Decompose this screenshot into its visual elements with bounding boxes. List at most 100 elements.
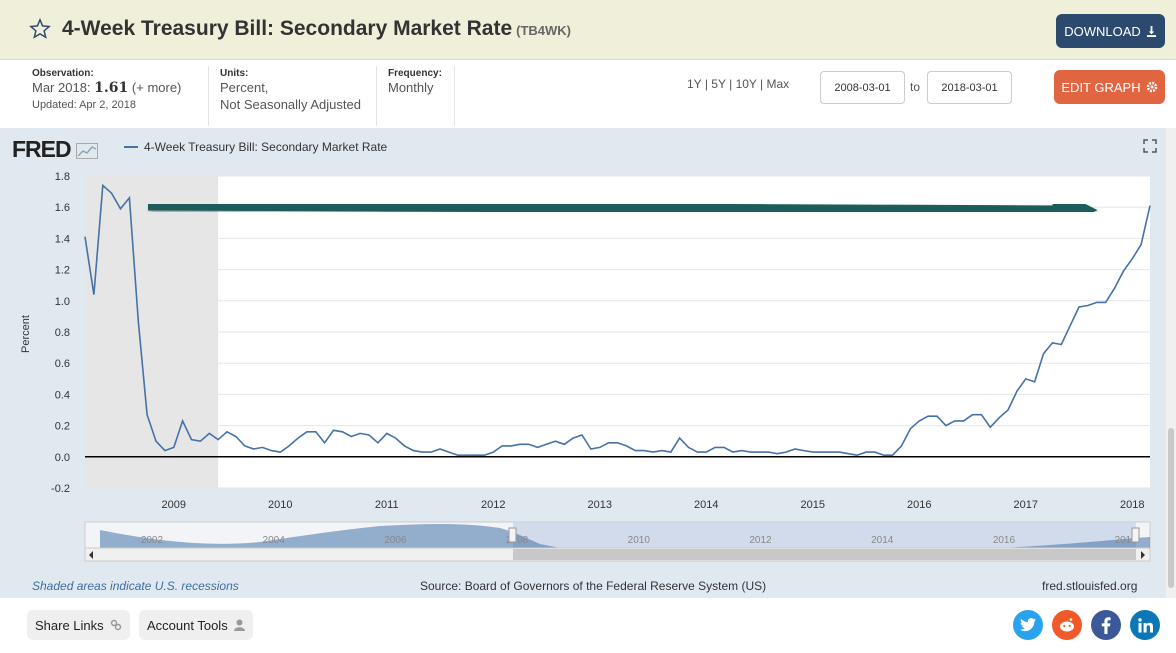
frequency-value: Monthly (388, 80, 434, 95)
gear-icon (1146, 81, 1157, 93)
linkedin-icon[interactable] (1130, 610, 1160, 640)
x-tick-label: 2016 (907, 499, 931, 511)
observation-more-link[interactable]: (+ more) (131, 80, 182, 95)
to-label: to (910, 80, 921, 94)
twitter-icon[interactable] (1013, 610, 1043, 640)
y-tick-label: 0.8 (55, 327, 70, 339)
edit-graph-button[interactable]: EDIT GRAPH (1054, 70, 1165, 104)
series-title: 4-Week Treasury Bill: Secondary Market R… (62, 17, 513, 40)
user-icon (233, 619, 245, 631)
observation-block: Observation: Mar 2018: 1.61 (+ more) Upd… (32, 68, 181, 111)
share-links-label: Share Links (35, 617, 104, 633)
units-line1: Percent, (220, 80, 269, 95)
page-header: 4-Week Treasury Bill: Secondary Market R… (0, 0, 1176, 60)
edit-graph-label: EDIT GRAPH (1061, 79, 1141, 95)
chart-logo-icon (76, 142, 99, 159)
range-1y[interactable]: 1Y (687, 77, 702, 91)
navigator-label: 2016 (993, 535, 1016, 546)
navigator-scrollbar-thumb[interactable] (513, 549, 1136, 560)
page-scrollbar-thumb[interactable] (1168, 428, 1174, 588)
navigator-area (100, 524, 1150, 548)
divider (376, 66, 377, 126)
download-icon (1146, 25, 1156, 37)
navigator-label: 2010 (628, 535, 651, 546)
y-tick-label: 0.2 (55, 421, 70, 433)
scroll-left-icon[interactable] (89, 551, 93, 559)
navigator-label: 2006 (384, 535, 407, 546)
source-note: Source: Board of Governors of the Federa… (420, 579, 767, 593)
y-tick-label: 1.0 (55, 296, 70, 308)
x-tick-label: 2014 (694, 499, 718, 511)
legend-label: 4-Week Treasury Bill: Secondary Market R… (144, 140, 388, 154)
range-5y[interactable]: 5Y (711, 77, 726, 91)
annotation-arrow (147, 187, 1098, 233)
chart-legend: 4-Week Treasury Bill: Secondary Market R… (124, 140, 387, 154)
navigator-selection[interactable] (513, 522, 1136, 548)
x-tick-label: 2015 (801, 499, 825, 511)
navigator-label: 2014 (871, 535, 894, 546)
legend-swatch (124, 146, 138, 148)
updated-date: Updated: Apr 2, 2018 (32, 99, 136, 111)
y-tick-label: 0.6 (55, 358, 70, 370)
range-separator: | (729, 77, 733, 91)
site-link[interactable]: fred.stlouisfed.org (1042, 579, 1138, 593)
scroll-right-icon[interactable] (1141, 551, 1145, 559)
units-line2: Not Seasonally Adjusted (220, 97, 361, 112)
fred-logo-text: FRED (12, 136, 72, 162)
download-label: DOWNLOAD (1064, 23, 1141, 39)
page-scrollbar[interactable] (1166, 128, 1176, 598)
observation-value: 1.61 (94, 80, 129, 96)
navigator-right-handle[interactable] (1131, 527, 1140, 543)
y-tick-label: 1.2 (55, 265, 70, 277)
range-selector: 1Y | 5Y | 10Y | Max (687, 77, 789, 91)
series-code: (TB4WK) (516, 23, 572, 38)
units-block: Units: Percent, Not Seasonally Adjusted (220, 68, 361, 113)
units-label: Units: (220, 68, 249, 79)
y-tick-label: 1.8 (55, 171, 70, 183)
recession-note: Shaded areas indicate U.S. recessions (32, 579, 239, 593)
account-tools-label: Account Tools (147, 617, 228, 633)
page-title: 4-Week Treasury Bill: Secondary Market R… (62, 17, 571, 41)
navigator-label: 2004 (263, 535, 286, 546)
navigator-left-handle[interactable] (508, 527, 517, 543)
x-tick-label: 2012 (481, 499, 505, 511)
star-icon[interactable] (29, 18, 51, 40)
download-button[interactable]: DOWNLOAD (1056, 14, 1165, 48)
reddit-icon[interactable] (1052, 610, 1082, 640)
x-tick-label: 2010 (268, 499, 292, 511)
share-links-button[interactable]: Share Links (27, 610, 130, 640)
start-date-input[interactable]: 2008-03-01 (820, 71, 905, 104)
divider (454, 66, 455, 126)
observation-period: Mar 2018: (32, 80, 91, 95)
facebook-icon[interactable] (1091, 610, 1121, 640)
y-tick-label: 1.6 (55, 202, 70, 214)
navigator-label: 2008 (506, 535, 529, 546)
navigator-label: 2012 (749, 535, 772, 546)
frequency-block: Frequency: Monthly (388, 68, 442, 96)
x-tick-label: 2011 (375, 499, 399, 511)
fullscreen-icon[interactable] (1143, 139, 1157, 153)
y-tick-label: 1.4 (55, 233, 70, 245)
account-tools-button[interactable]: Account Tools (139, 610, 253, 640)
x-tick-label: 2009 (162, 499, 186, 511)
y-tick-label: -0.2 (51, 483, 70, 495)
divider (208, 66, 209, 126)
x-tick-label: 2018 (1120, 499, 1144, 511)
range-10y[interactable]: 10Y (735, 77, 757, 91)
navigator-label: 2018 (1115, 535, 1138, 546)
line-chart: 1.8 1.6 1.4 1.2 1.0 0.8 0.6 0.4 0.2 0.0 -0.2 2009 2… (20, 171, 1151, 562)
navigator-label: 2002 (141, 535, 164, 546)
observation-value-line: Mar 2018: 1.61 (+ more) (32, 79, 181, 97)
range-max[interactable]: Max (766, 77, 790, 91)
y-tick-label: 0.4 (55, 389, 70, 401)
end-date-input[interactable]: 2018-03-01 (927, 71, 1012, 104)
observation-label: Observation: (32, 68, 94, 79)
frequency-label: Frequency: (388, 68, 442, 79)
link-icon (110, 619, 121, 631)
x-tick-label: 2013 (588, 499, 612, 511)
range-separator: | (704, 77, 708, 91)
fred-logo: FRED (12, 136, 99, 163)
range-separator: | (760, 77, 764, 91)
range-navigator[interactable]: 2002 2004 2006 2008 2010 2012 2014 2016 2018 (84, 521, 1151, 562)
x-tick-label: 2017 (1014, 499, 1038, 511)
